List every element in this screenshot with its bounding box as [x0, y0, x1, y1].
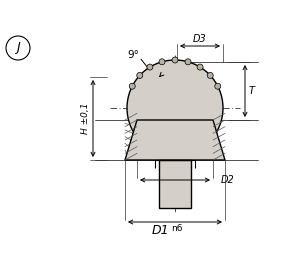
Text: 9°: 9° [127, 50, 139, 60]
Text: D2: D2 [221, 175, 235, 185]
Circle shape [185, 59, 191, 65]
Circle shape [129, 83, 135, 89]
Circle shape [207, 72, 213, 79]
Text: n6: n6 [171, 224, 182, 233]
Circle shape [215, 83, 221, 89]
Text: T: T [249, 86, 255, 96]
Text: D3: D3 [193, 34, 207, 44]
Bar [159, 160, 191, 208]
Circle shape [197, 64, 203, 70]
Circle shape [147, 64, 153, 70]
Circle shape [159, 59, 165, 65]
Circle shape [127, 60, 223, 156]
Circle shape [172, 57, 178, 63]
Text: H ±0,1: H ±0,1 [81, 103, 90, 134]
Text: D1: D1 [151, 224, 169, 237]
Circle shape [137, 72, 143, 79]
Polygon shape [125, 120, 225, 160]
Text: J: J [16, 42, 20, 54]
